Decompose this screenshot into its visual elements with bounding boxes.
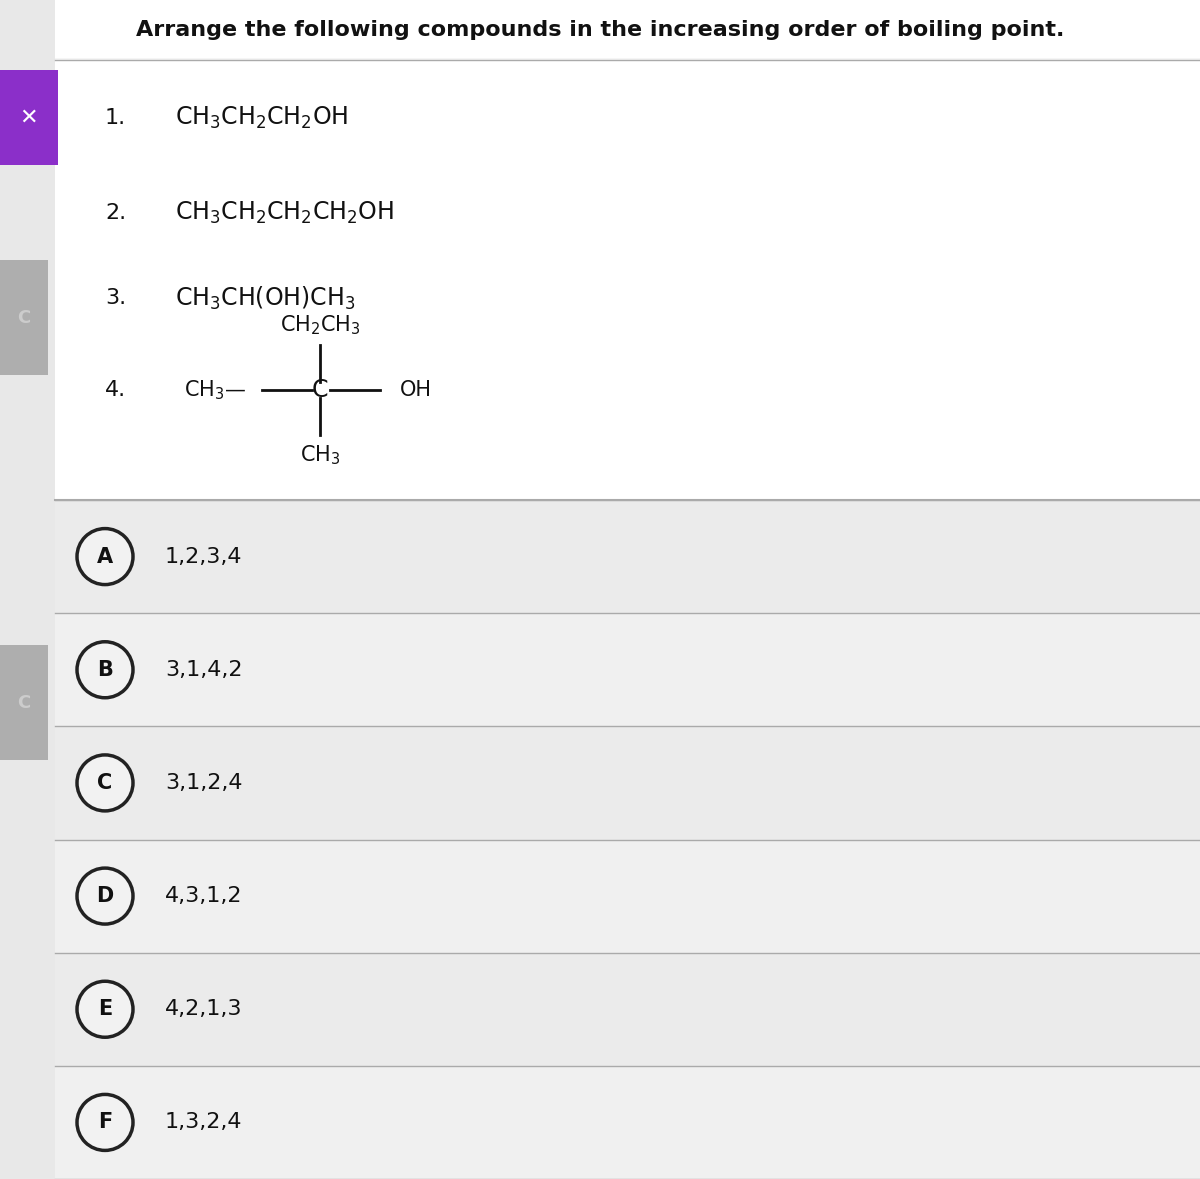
Bar [55,0,1200,58]
Text: D: D [96,887,114,907]
Bar [55,953,1200,1066]
Circle shape [77,868,133,924]
Bar [55,839,1200,953]
Circle shape [77,528,133,585]
Text: CH$_3$CH$_2$CH$_2$CH$_2$OH: CH$_3$CH$_2$CH$_2$CH$_2$OH [175,200,394,226]
Bar [55,726,1200,839]
Text: ✕: ✕ [19,108,38,129]
Text: A: A [97,547,113,567]
Text: C: C [17,309,31,327]
Text: B: B [97,660,113,680]
Text: C: C [17,309,31,327]
Text: 3,1,4,2: 3,1,4,2 [166,660,242,680]
Text: 1,2,3,4: 1,2,3,4 [166,547,242,567]
Text: 3,1,2,4: 3,1,2,4 [166,773,242,793]
Circle shape [77,755,133,811]
Text: C: C [17,694,31,712]
Text: CH$_3$CH$_2$CH$_2$OH: CH$_3$CH$_2$CH$_2$OH [175,105,348,131]
Text: 4,3,1,2: 4,3,1,2 [166,887,242,907]
Text: OH: OH [400,380,432,400]
Bar [55,613,1200,726]
Circle shape [77,981,133,1038]
Bar [0,261,48,375]
Text: C: C [312,378,329,402]
Text: CH$_3$—: CH$_3$— [184,378,246,402]
Bar [0,70,58,165]
Text: 1,3,2,4: 1,3,2,4 [166,1113,242,1132]
Circle shape [77,641,133,698]
Text: CH$_3$CH(OH)CH$_3$: CH$_3$CH(OH)CH$_3$ [175,284,355,311]
Text: 1.: 1. [106,108,126,129]
Bar [55,500,1200,613]
Text: 2.: 2. [106,203,126,223]
Text: 4.: 4. [106,380,126,400]
Bar [55,60,1200,500]
Circle shape [77,1094,133,1151]
Text: 4,2,1,3: 4,2,1,3 [166,1000,242,1020]
Text: Arrange the following compounds in the increasing order of boiling point.: Arrange the following compounds in the i… [136,20,1064,40]
Bar [55,1066,1200,1179]
Text: F: F [98,1113,112,1132]
Text: CH$_3$: CH$_3$ [300,443,341,467]
Text: E: E [98,1000,112,1020]
Text: 3.: 3. [106,288,126,308]
Bar [0,645,48,760]
Text: C: C [97,773,113,793]
Text: CH$_2$CH$_3$: CH$_2$CH$_3$ [280,314,360,337]
